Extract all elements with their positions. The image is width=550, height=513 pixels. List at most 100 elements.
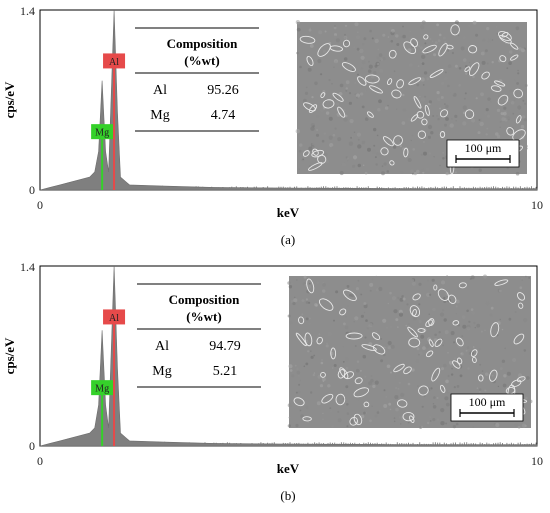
micrograph-grain [378, 409, 381, 412]
micrograph-grain [501, 117, 506, 121]
micrograph-grain [432, 418, 436, 422]
micrograph-grain [349, 145, 355, 150]
micrograph-grain [375, 288, 379, 292]
micrograph-particle [357, 76, 367, 86]
micrograph-grain [472, 20, 477, 25]
micrograph-grain [407, 421, 410, 424]
micrograph-particle [293, 397, 305, 407]
micrograph-particle [470, 349, 478, 357]
micrograph-particle [468, 62, 480, 76]
micrograph-grain [421, 54, 426, 59]
micrograph-grain [395, 34, 399, 38]
micrograph-grain [291, 374, 295, 378]
micrograph-grain [295, 129, 300, 134]
micrograph-grain [407, 382, 411, 386]
eds-chart: Mg Al 1.4 00 10 keV cps/eV (a) Composition (%wt) A… [2, 4, 543, 247]
micrograph-grain [372, 384, 376, 389]
eds-chart: Mg Al 1.4 00 10 keV cps/eV (b) Composition (%wt) A… [2, 260, 543, 503]
micrograph-grain [354, 82, 356, 84]
micrograph-grain [305, 298, 308, 301]
micrograph-grain [411, 281, 416, 286]
micrograph-grain [485, 372, 489, 376]
micrograph-grain [364, 375, 367, 378]
micrograph-grain [367, 147, 371, 152]
micrograph-grain [412, 316, 417, 321]
micrograph-particle [458, 282, 467, 289]
micrograph-grain [400, 392, 405, 397]
micrograph-grain [383, 404, 388, 408]
micrograph-grain [450, 90, 455, 95]
micrograph-particle [509, 54, 519, 61]
micrograph-grain [382, 57, 386, 61]
micrograph-particle [490, 85, 502, 92]
micrograph-grain [319, 384, 324, 388]
micrograph-grain [515, 171, 520, 176]
micrograph-grain [412, 148, 416, 151]
micrograph-grain [371, 278, 374, 281]
micrograph-grain [410, 169, 414, 174]
micrograph-grain [371, 79, 375, 82]
micrograph-grain [287, 424, 291, 428]
micrograph-grain [344, 357, 349, 362]
micrograph-grain [329, 143, 334, 148]
micrograph-particle [456, 357, 463, 365]
micrograph-particle [410, 38, 419, 48]
micrograph-particle [494, 279, 509, 286]
micrograph-grain [474, 326, 476, 329]
micrograph-grain [520, 277, 524, 281]
micrograph-grain [398, 416, 401, 419]
micrograph-grain [441, 81, 445, 86]
micrograph-grain [346, 425, 349, 428]
micrograph-grain [287, 403, 292, 408]
micrograph-grain [302, 158, 305, 160]
micrograph-grain [351, 69, 354, 72]
micrograph-grain [406, 303, 409, 306]
micrograph-grain [445, 104, 449, 109]
micrograph-grain [418, 45, 421, 48]
micrograph-grain [305, 362, 309, 366]
micrograph-grain [521, 115, 526, 119]
peak-label-mg: Mg [95, 384, 109, 395]
micrograph-particle [516, 376, 526, 383]
micrograph-grain [287, 281, 291, 285]
micrograph-grain [391, 28, 395, 33]
x-tick-label: 10 [531, 454, 543, 468]
micrograph-grain [432, 307, 436, 312]
micrograph-grain [354, 22, 359, 27]
micrograph-grain [301, 299, 305, 302]
micrograph-grain [455, 313, 458, 315]
micrograph-particle [455, 337, 464, 347]
micrograph-grain [526, 147, 528, 150]
micrograph-grain [357, 31, 359, 33]
micrograph-grain [318, 30, 323, 35]
micrograph-grain [502, 383, 507, 388]
micrograph-grain [304, 91, 309, 95]
micrograph-grain [500, 112, 504, 116]
micrograph-grain [434, 333, 437, 337]
micrograph-grain [389, 26, 393, 30]
micrograph-grain [378, 53, 383, 57]
micrograph-grain [528, 399, 533, 404]
micrograph-grain [370, 375, 373, 377]
micrograph-grain [363, 37, 367, 41]
micrograph-particle [450, 24, 460, 36]
micrograph-grain [396, 108, 398, 110]
micrograph-grain [362, 354, 367, 359]
table-element: Mg [152, 364, 171, 379]
micrograph-grain [294, 364, 297, 367]
micrograph-grain [420, 97, 426, 102]
micrograph-grain [495, 26, 498, 28]
micrograph-grain [328, 135, 333, 140]
micrograph-particle [429, 69, 444, 78]
micrograph-grain [422, 346, 426, 350]
micrograph-grain [349, 118, 354, 124]
micrograph-grain [348, 141, 354, 146]
micrograph-grain [515, 26, 520, 31]
micrograph-grain [398, 312, 404, 317]
micrograph-grain [289, 369, 293, 372]
micrograph-grain [486, 127, 489, 130]
micrograph-grain [473, 358, 477, 362]
micrograph-particle [428, 339, 434, 347]
x-tick-label: 0 [37, 198, 43, 212]
micrograph-grain [437, 39, 441, 43]
